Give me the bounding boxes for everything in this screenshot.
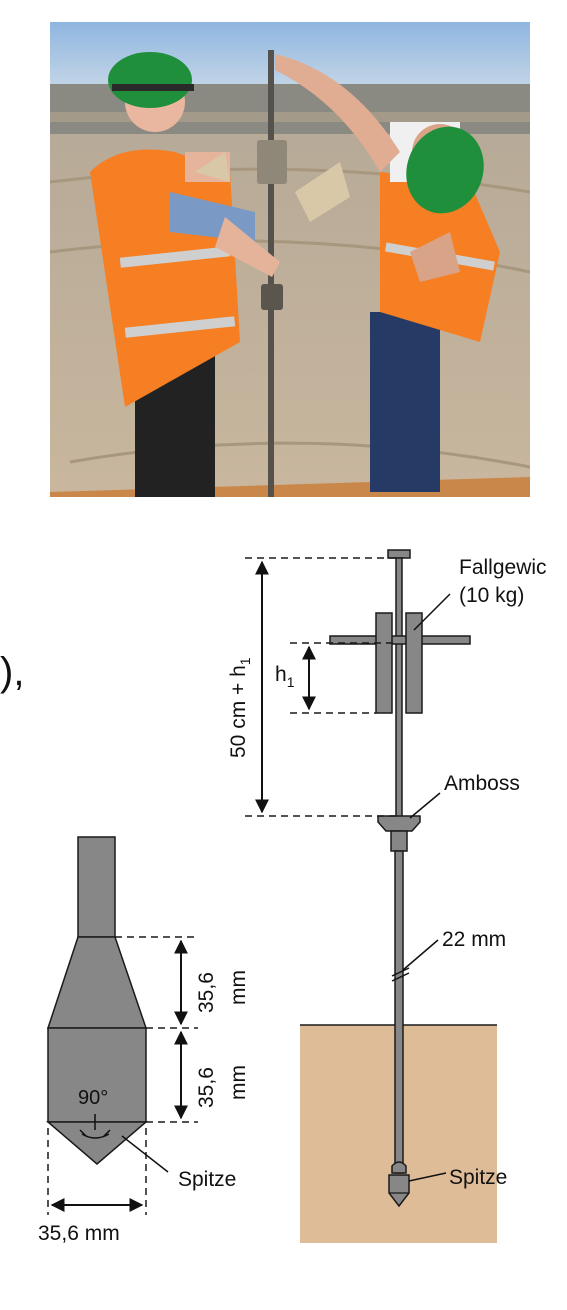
- total-height-label: 50 cm + h1: [227, 657, 253, 758]
- drop-weight-left: [375, 612, 393, 714]
- anvil-label: Amboss: [444, 772, 520, 795]
- tip-cylinder: [47, 1027, 147, 1123]
- tip-point: [45, 1121, 149, 1165]
- probing-rig: 50 cm + h1 h1 Fallgewic (10 kg) Amboss 2…: [227, 549, 547, 1243]
- cone-height-unit: mm: [227, 970, 250, 1005]
- weight-label-line2: (10 kg): [459, 584, 524, 607]
- anvil-coupling: [390, 830, 408, 852]
- tip-detail: 35,6 mm 35,6 mm 90° Spitze 35,6 mm: [38, 836, 250, 1245]
- cylinder-height-unit: mm: [227, 1065, 250, 1100]
- guide-rod: [395, 557, 403, 821]
- rod-cap: [387, 549, 411, 559]
- worker-left: [90, 52, 350, 497]
- width-label: 35,6 mm: [38, 1222, 120, 1245]
- angle-label: 90°: [78, 1087, 108, 1109]
- tip-shaft: [77, 836, 116, 938]
- worker-right: [275, 54, 500, 492]
- drop-weight-right: [405, 612, 423, 714]
- h1-label: h1: [275, 663, 295, 690]
- rod-diameter-label: 22 mm: [442, 928, 506, 951]
- tip-cone: [46, 936, 148, 1029]
- rig-tip-taper: [391, 1161, 407, 1174]
- cylinder-height-value: 35,6: [195, 1067, 218, 1108]
- rig-tip-label: Spitze: [449, 1166, 507, 1189]
- stray-text: ),: [0, 650, 25, 694]
- rig-tip: [388, 1174, 410, 1208]
- tip-detail-label: Spitze: [178, 1168, 236, 1191]
- cone-height-value: 35,6: [195, 972, 218, 1013]
- photo-probing-workers: [50, 22, 530, 497]
- drop-weight-bar: [329, 635, 471, 645]
- anvil: [377, 815, 421, 832]
- probe-rod: [394, 850, 404, 1174]
- probe-diagram: 50 cm + h1 h1 Fallgewic (10 kg) Amboss 2…: [38, 549, 547, 1245]
- photo-illustration: [50, 22, 530, 497]
- weight-label-line1: Fallgewic: [459, 556, 547, 579]
